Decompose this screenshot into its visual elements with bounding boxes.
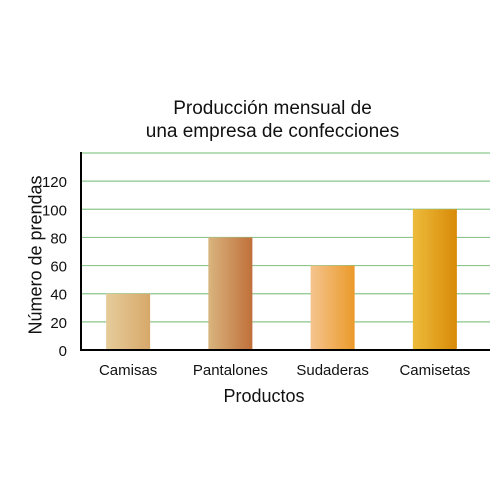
x-tick-label: Sudaderas bbox=[296, 362, 369, 379]
bar bbox=[106, 293, 151, 350]
y-tick-label: 80 bbox=[50, 230, 67, 247]
y-tick-label: 100 bbox=[42, 202, 67, 219]
chart-title-line-2: una empresa de confecciones bbox=[145, 121, 400, 142]
bar bbox=[310, 265, 355, 350]
x-tick-label: Pantalones bbox=[193, 362, 268, 379]
y-tick-label: 20 bbox=[50, 315, 67, 332]
bar bbox=[208, 237, 253, 350]
x-tick-label: Camisetas bbox=[399, 362, 470, 379]
y-tick-label: 60 bbox=[50, 259, 67, 276]
y-tick-label: 0 bbox=[59, 343, 67, 360]
x-tick-label: Camisas bbox=[99, 362, 157, 379]
chart-title-line-1: Producción mensual de bbox=[173, 98, 372, 119]
y-axis-label: Número de prendas bbox=[25, 175, 46, 335]
x-axis-label: Productos bbox=[223, 386, 305, 406]
y-tick-label: 120 bbox=[42, 174, 67, 191]
y-tick-label: 40 bbox=[50, 287, 67, 304]
bar bbox=[412, 209, 457, 350]
